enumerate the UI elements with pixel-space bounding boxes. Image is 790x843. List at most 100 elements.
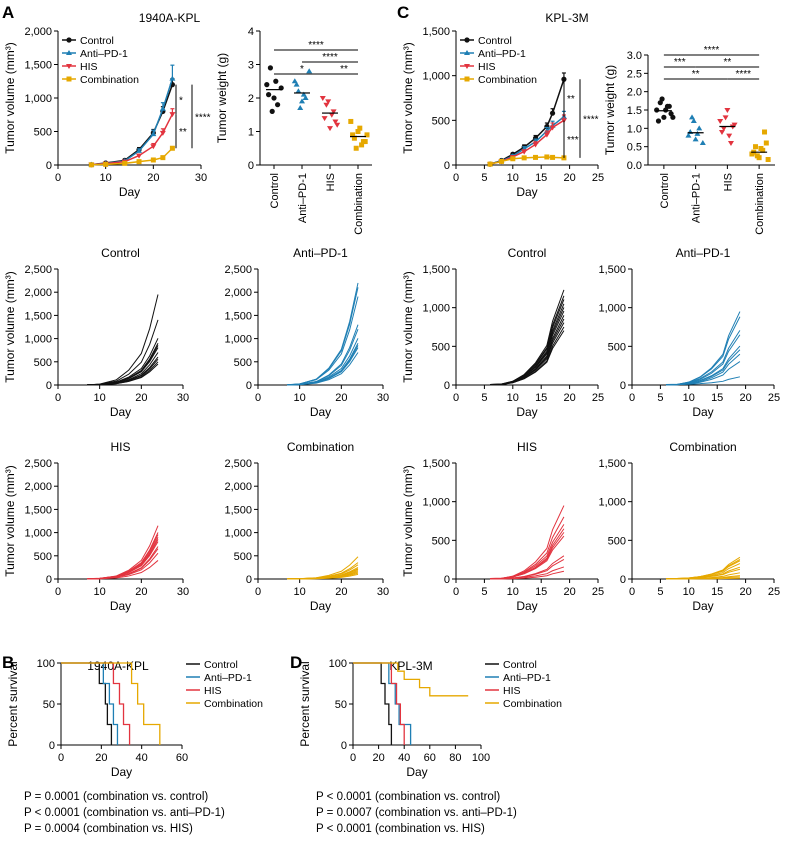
x-tick-label: 20 [563, 586, 575, 598]
x-tick-label: 25 [768, 586, 780, 598]
marker-triangle-up [66, 50, 72, 55]
marker-square [498, 158, 504, 164]
category-label: Combination [353, 173, 365, 235]
y-tick-label: 50 [335, 699, 347, 711]
legend-label: Control [503, 659, 537, 671]
legend-label: Combination [80, 74, 139, 86]
tumor-trace [490, 555, 565, 580]
marker-circle [66, 37, 72, 43]
y-tick-label: 0 [246, 574, 252, 586]
y-tick-label: 3 [248, 60, 254, 72]
y-tick-label: 1,500 [24, 504, 52, 516]
panel-letter-a: A [2, 3, 14, 22]
series-line [91, 78, 174, 166]
significance-label: **** [195, 112, 211, 123]
x-tick-label: 20 [135, 586, 147, 598]
marker-square [357, 125, 363, 131]
chart-C-ctrl: Control 0 500 1,000 1,500 0 5 10 15 20 25 Day Tumor … [401, 246, 604, 419]
marker-square [122, 160, 128, 166]
significance-label: **** [322, 52, 338, 63]
y-axis-label: Tumor volume (mm³) [3, 42, 17, 154]
marker-square [464, 76, 470, 82]
tumor-trace [87, 525, 159, 580]
y-tick-label: 500 [608, 341, 626, 353]
x-tick-label: 20 [135, 392, 147, 404]
chart-title: HIS [517, 440, 537, 454]
marker-square [521, 155, 527, 161]
marker-square [765, 157, 771, 162]
significance-label: * [300, 64, 304, 75]
y-tick-label: 1,000 [422, 71, 450, 83]
x-tick-label: 0 [629, 586, 635, 598]
significance-label: ** [340, 64, 348, 75]
y-tick-label: 1,500 [224, 504, 252, 516]
marker-square [359, 142, 365, 148]
y-axis-label: Percent survival [6, 661, 20, 746]
x-axis-label: Day [110, 599, 131, 613]
tumor-trace [666, 577, 740, 580]
x-tick-label: 80 [449, 752, 461, 764]
y-tick-label: 1,000 [224, 528, 252, 540]
marker-square [351, 135, 357, 141]
x-tick-label: 0 [55, 586, 61, 598]
y-tick-label: 3.0 [627, 50, 642, 62]
marker-triangle-up [302, 95, 309, 100]
y-tick-label: 0.0 [627, 160, 642, 172]
y-axis-label: Tumor weight (g) [215, 53, 229, 143]
x-axis-label: Day [692, 405, 713, 419]
x-tick-label: 10 [294, 586, 306, 598]
x-axis-label: Day [110, 405, 131, 419]
chart-A-growth: 1940A-KPL 0 500 1,000 1,500 2,000 0 10 20 30 Day Tu… [3, 11, 211, 199]
y-tick-label: 500 [34, 551, 52, 563]
x-tick-label: 25 [592, 392, 604, 404]
marker-circle [273, 78, 279, 84]
series-line [91, 84, 174, 166]
category-label: HIS [722, 173, 734, 191]
marker-triangle-up [297, 105, 304, 111]
marker-circle [271, 95, 277, 101]
marker-square [169, 145, 175, 151]
y-axis-label: Tumor volume (mm³) [401, 465, 415, 577]
survival-curve [61, 662, 161, 745]
x-tick-label: 0 [350, 752, 356, 764]
x-tick-label: 10 [683, 586, 695, 598]
chart-C-anti: Anti–PD-1 0 500 1,000 1,500 0 5 10 15 20 25 Day [598, 246, 780, 419]
marker-square [364, 132, 370, 138]
x-tick-label: 20 [335, 392, 347, 404]
y-tick-label: 100 [37, 658, 55, 670]
marker-triangle-down [321, 116, 328, 122]
marker-triangle-down [543, 132, 550, 138]
chart-title: Control [101, 246, 140, 260]
y-tick-label: 500 [234, 357, 252, 369]
y-tick-label: 1,500 [598, 458, 626, 470]
tumor-trace [287, 282, 359, 386]
marker-triangle-down [332, 119, 339, 125]
y-tick-label: 0 [248, 160, 254, 172]
x-tick-label: 10 [507, 172, 519, 184]
marker-circle [655, 118, 662, 124]
marker-triangle-up [690, 118, 697, 123]
survival-curve [353, 662, 469, 697]
y-tick-label: 2.0 [627, 87, 642, 99]
p-value-text: P < 0.0001 (combination vs. control) [316, 791, 500, 803]
marker-triangle-down [726, 133, 733, 139]
y-axis-label: Tumor volume (mm³) [401, 42, 415, 154]
chart-title: 1940A-KPL [87, 659, 149, 673]
x-tick-label: 5 [657, 586, 663, 598]
tumor-trace [666, 334, 741, 386]
chart-D-survival: KPL-3M 0 50 100 0 20 40 60 80 100 Day Percent survi… [298, 658, 562, 835]
significance-label: **** [583, 115, 599, 126]
x-axis-label: Day [310, 405, 331, 419]
x-tick-label: 15 [535, 392, 547, 404]
chart-title: Anti–PD-1 [293, 246, 348, 260]
legend-label: HIS [80, 61, 98, 73]
x-tick-label: 25 [768, 392, 780, 404]
survival-curve [353, 662, 412, 745]
significance-label: **** [735, 69, 751, 80]
category-label: Anti–PD-1 [691, 173, 703, 223]
marker-triangle-up [299, 98, 305, 104]
x-tick-label: 30 [377, 392, 389, 404]
x-tick-label: 30 [177, 392, 189, 404]
marker-triangle-down [327, 126, 333, 132]
x-axis-label: Day [119, 185, 140, 199]
